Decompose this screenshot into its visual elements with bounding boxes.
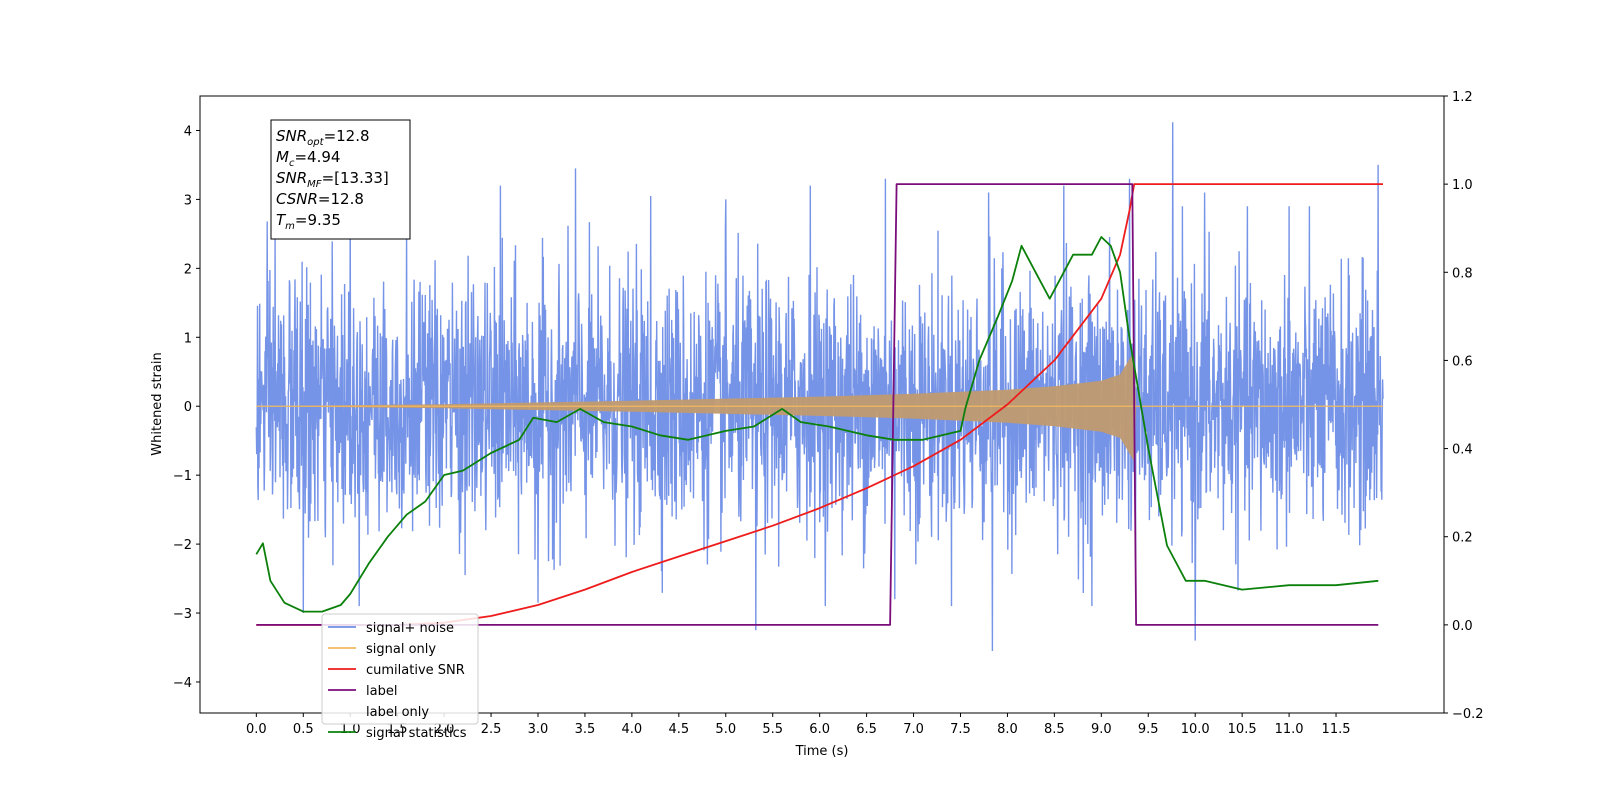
y-tick-label-right: 1.0 [1452,178,1473,193]
y-tick-label-right: 0.6 [1452,354,1473,369]
y-tick-label-left: −3 [173,607,192,622]
x-tick-label: 6.0 [809,722,830,737]
y-tick-label-right: 0.2 [1452,531,1473,546]
x-tick-label: 7.0 [903,722,924,737]
y-tick-label-right: 0.0 [1452,619,1473,634]
x-tick-label: 10.5 [1228,722,1257,737]
series-cumulative-snr [256,183,1383,626]
y-tick-label-left: 1 [184,331,192,346]
x-tick-label: 5.0 [715,722,736,737]
x-tick-label: 7.5 [950,722,971,737]
annotation-line: Tm=9.35 [276,211,341,232]
x-axis-label: Time (s) [795,744,849,759]
annotation-box: SNRopt=12.8Mc=4.94SNRMF=[13.33]CSNR=12.8… [270,119,411,240]
annotation-line: SNRopt=12.8 [276,127,370,148]
y-tick-label-right: 0.4 [1452,443,1473,458]
legend-entry: signal+ noise [366,621,454,636]
legend: signal+ noise signal only cumilative SNR la… [321,613,479,741]
legend-frame [321,613,479,725]
y-axis-label-left: Whitened strain [150,352,165,455]
y-tick-label-left: 4 [184,124,192,139]
x-tick-label: 11.0 [1275,722,1304,737]
x-tick-label: 4.5 [668,722,689,737]
legend-entry: signal only [366,642,436,657]
legend-entry: cumilative SNR [366,663,465,678]
y-tick-label-left: 3 [184,193,192,208]
series-signal-plus-noise [255,122,1384,652]
y-tick-label-right: −0.2 [1452,707,1484,722]
y-tick-label-left: −2 [173,538,192,553]
series-signal-statistics [255,236,1379,613]
annotation-line: CSNR=12.8 [276,190,364,208]
x-tick-label: 1.0 [340,722,361,737]
x-tick-label: 2.0 [434,722,455,737]
y-tick-label-left: −1 [173,469,192,484]
x-tick-label: 0.0 [246,722,267,737]
y-tick-label-right: 1.2 [1452,90,1473,105]
x-tick-label: 0.5 [293,722,314,737]
x-tick-label: 3.0 [528,722,549,737]
x-tick-label: 8.0 [997,722,1018,737]
x-tick-label: 3.5 [575,722,596,737]
x-tick-label: 6.5 [856,722,877,737]
x-tick-label: 2.5 [481,722,502,737]
annotation-frame [270,119,411,240]
annotation-line: Mc=4.94 [276,148,340,169]
series-label [256,183,1379,626]
x-tick-label: 1.5 [387,722,408,737]
legend-entry: label only [366,705,429,720]
legend-entry: label [366,684,397,699]
y-tick-label-left: 2 [184,262,192,277]
x-tick-label: 10.0 [1181,722,1210,737]
annotation-line: SNRMF=[13.33] [276,169,389,190]
y-tick-label-right: 0.8 [1452,266,1473,281]
x-tick-label: 11.5 [1322,722,1351,737]
x-tick-label: 4.0 [622,722,643,737]
y-tick-label-left: −4 [173,676,192,691]
legend-entry: signal statistics [366,726,467,741]
plot-frame [199,95,1445,714]
x-tick-label: 8.5 [1044,722,1065,737]
x-tick-label: 5.5 [762,722,783,737]
x-tick-label: 9.5 [1138,722,1159,737]
x-tick-label: 9.0 [1091,722,1112,737]
y-tick-label-left: 0 [184,400,192,415]
